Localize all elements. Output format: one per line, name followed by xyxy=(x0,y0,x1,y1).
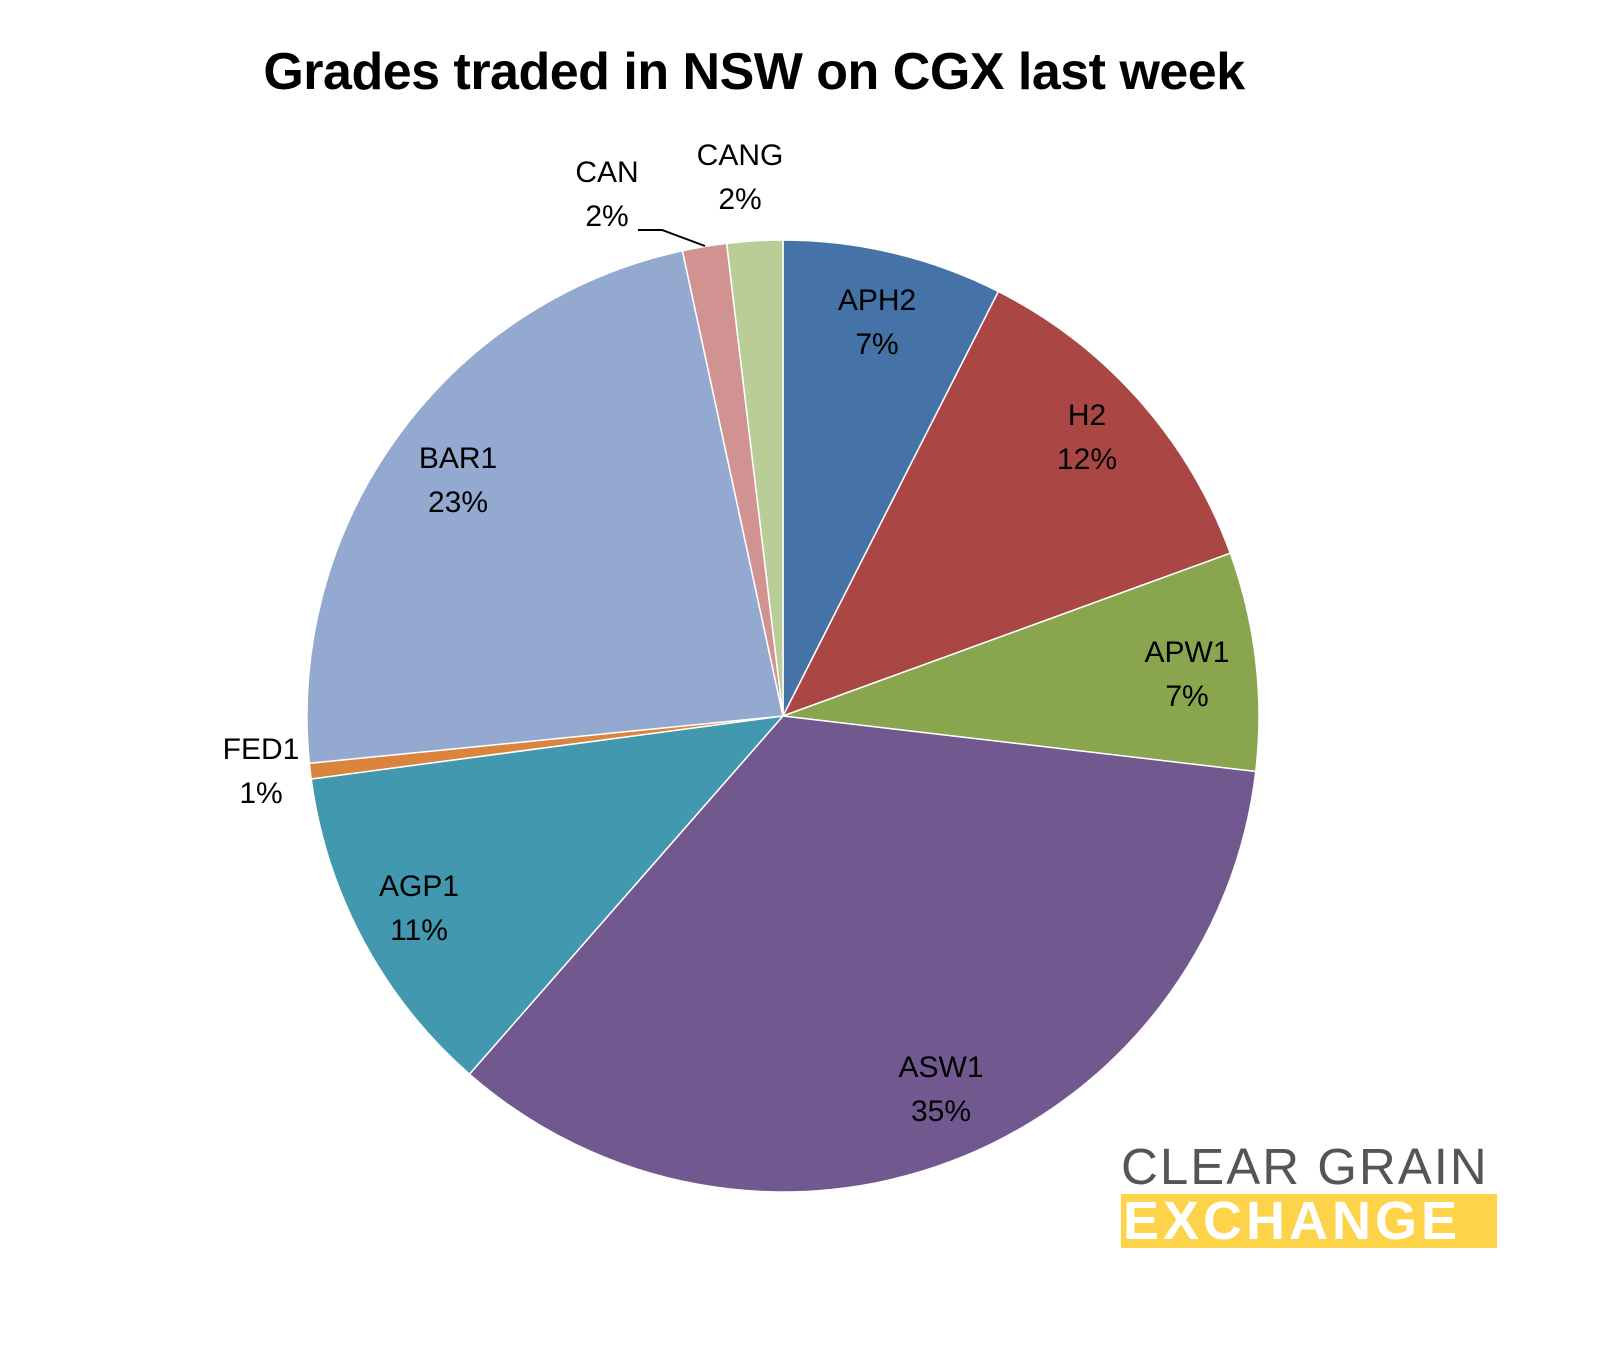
label-pct: 23% xyxy=(427,486,489,519)
label-cang: CANG 2% xyxy=(697,134,784,222)
slice-cang xyxy=(725,239,784,717)
can-leader-line xyxy=(638,229,706,247)
label-apw1: APW1 7% xyxy=(1144,631,1229,719)
clear-grain-exchange-logo: CLEAR GRAIN EXCHANGE xyxy=(1121,1138,1497,1248)
chart-title: Grades traded in NSW on CGX last week xyxy=(263,43,1245,101)
label-name: APH2 xyxy=(837,284,917,317)
logo-line2: EXCHANGE xyxy=(1121,1194,1497,1248)
label-pct: 12% xyxy=(1056,443,1118,476)
label-name: AGP1 xyxy=(378,870,460,903)
label-name: APW1 xyxy=(1144,636,1230,669)
slice-asw1 xyxy=(468,715,1257,1193)
label-aph2: APH2 7% xyxy=(838,279,916,367)
label-agp1: AGP1 11% xyxy=(379,865,459,953)
label-h2: H2 12% xyxy=(1057,394,1117,482)
logo-line1: CLEAR GRAIN xyxy=(1121,1138,1489,1195)
label-pct: 7% xyxy=(855,328,899,361)
slice-h2 xyxy=(781,290,1232,718)
label-pct: 35% xyxy=(910,1095,972,1128)
label-fed1: FED1 1% xyxy=(223,728,300,816)
slice-agp1 xyxy=(310,714,785,1076)
label-pct: 11% xyxy=(390,914,448,947)
label-name: H2 xyxy=(1067,399,1107,432)
slice-bar1 xyxy=(306,249,784,765)
label-name: BAR1 xyxy=(418,442,498,475)
label-pct: 7% xyxy=(1165,680,1209,713)
label-can: CAN 2% xyxy=(575,151,638,239)
label-bar1: BAR1 23% xyxy=(419,437,497,525)
label-name: CAN xyxy=(575,156,639,189)
label-pct: 1% xyxy=(239,777,283,810)
label-name: FED1 xyxy=(222,733,300,766)
label-name: ASW1 xyxy=(898,1051,984,1084)
label-pct: 2% xyxy=(718,183,762,216)
label-asw1: ASW1 35% xyxy=(898,1046,983,1134)
label-pct: 2% xyxy=(585,200,629,233)
slice-apw1 xyxy=(782,552,1260,773)
pie-slices xyxy=(306,239,1260,1193)
slice-aph2 xyxy=(782,239,1000,717)
label-name: CANG xyxy=(696,139,784,172)
